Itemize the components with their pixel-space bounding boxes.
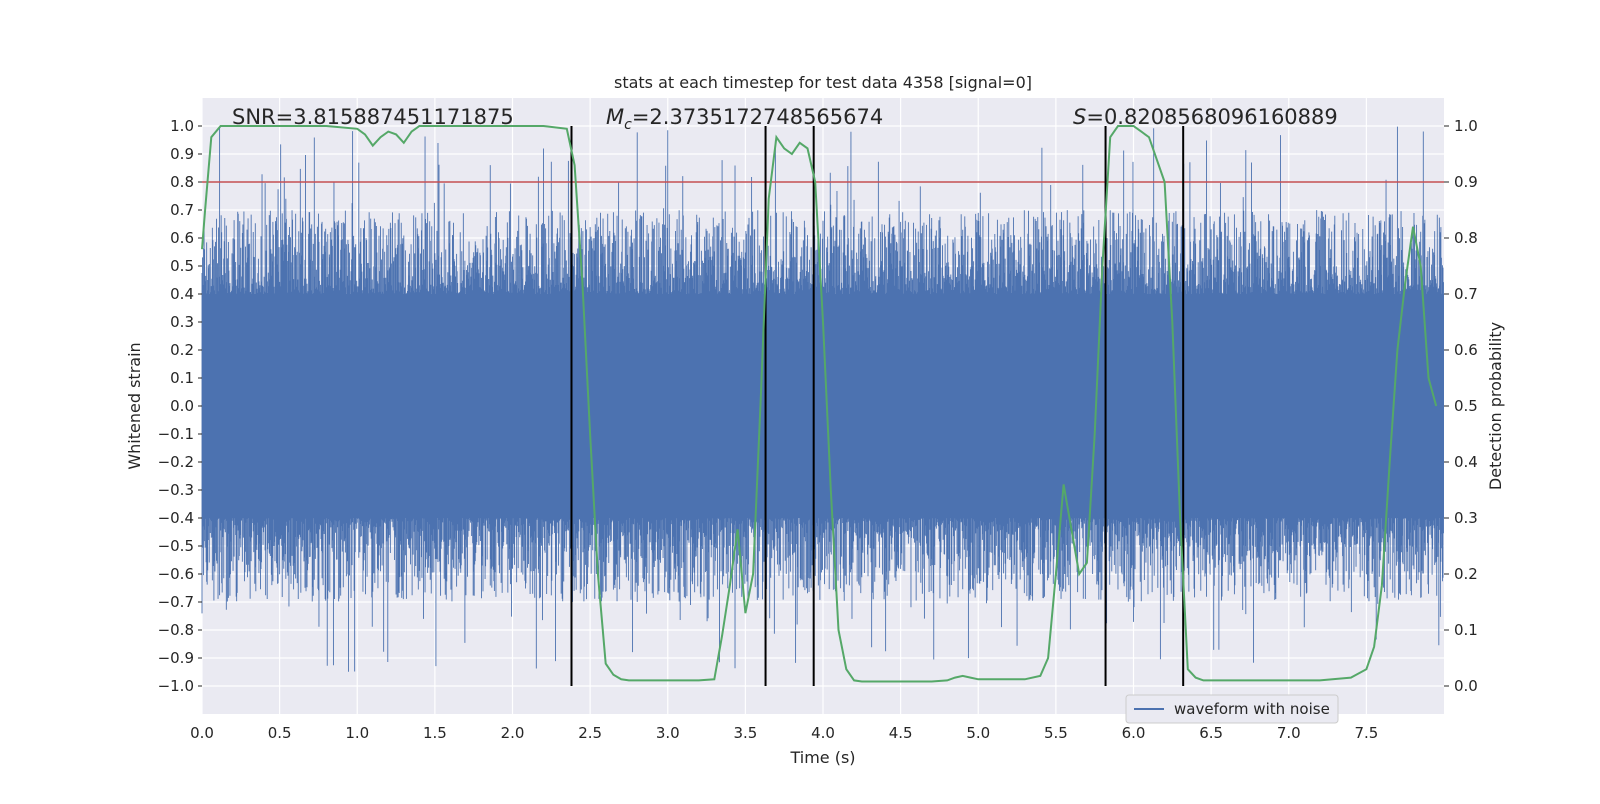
y-left-tick-label: 0.2 <box>170 341 194 359</box>
y-left-tick-label: 0.3 <box>170 313 194 331</box>
x-tick-label: 6.5 <box>1199 724 1223 742</box>
y-left-tick-label: −0.5 <box>158 537 194 555</box>
legend-box <box>1125 694 1339 724</box>
y-left-tick-label: 0.1 <box>170 369 194 387</box>
x-tick-label: 5.0 <box>966 724 990 742</box>
y-right-tick-label: 0.6 <box>1454 341 1478 359</box>
y-left-tick-label: −0.7 <box>158 593 194 611</box>
y-left-tick-label: 0.6 <box>170 229 194 247</box>
x-tick-label: 7.5 <box>1354 724 1378 742</box>
snr-annotation: SNR=3.815887451171875 <box>232 105 514 129</box>
x-tick-label: 3.0 <box>656 724 680 742</box>
x-tick-label: 2.0 <box>501 724 525 742</box>
mc-value: =2.3735172748565674 <box>632 105 883 129</box>
detection-probability-line <box>201 125 1438 683</box>
y-left-tick-label: 0.9 <box>170 145 194 163</box>
y-left-tick-label: 1.0 <box>170 117 194 135</box>
chart-title: stats at each timestep for test data 435… <box>614 73 1032 92</box>
s-value: =0.8208568096160889 <box>1086 105 1337 129</box>
y-left-tick-label: −0.4 <box>158 509 194 527</box>
x-tick-label: 4.5 <box>889 724 913 742</box>
y-left-tick-label: −1.0 <box>158 677 194 695</box>
y-left-tick-label: −0.6 <box>158 565 194 583</box>
y-left-tick-label: 0.4 <box>170 285 194 303</box>
y-right-tick-label: 0.2 <box>1454 565 1478 583</box>
y-right-tick-label: 0.7 <box>1454 285 1478 303</box>
y-axis-label-right: Detection probability <box>1486 322 1505 490</box>
y-left-tick-label: −0.9 <box>158 649 194 667</box>
x-axis-label: Time (s) <box>789 748 855 767</box>
y-right-tick-label: 0.0 <box>1454 677 1478 695</box>
y-left-tick-label: −0.3 <box>158 481 194 499</box>
x-tick-label: 6.0 <box>1122 724 1146 742</box>
x-tick-labels: 0.0 0.5 1.0 1.5 2.0 2.5 3.0 3.5 4.0 4.5 5.0 5.5 6.0 6… <box>190 724 1378 742</box>
y-left-tick-label: −0.1 <box>158 425 194 443</box>
x-tick-label: 4.0 <box>811 724 835 742</box>
y-left-tick-label: 0.7 <box>170 201 194 219</box>
x-tick-label: 0.5 <box>268 724 292 742</box>
y-left-tick-label: 0.0 <box>170 397 194 415</box>
x-tick-label: 3.5 <box>733 724 757 742</box>
mc-annotation: Mc=2.3735172748565674 <box>606 105 883 133</box>
x-tick-label: 5.5 <box>1044 724 1068 742</box>
y-axis-label-left: Whitened strain <box>125 342 144 469</box>
y-right-tick-label: 0.4 <box>1454 453 1478 471</box>
legend: waveform with noise <box>1125 694 1339 724</box>
x-tick-label: 7.0 <box>1277 724 1301 742</box>
s-symbol: S <box>1073 105 1086 129</box>
y-right-tick-label: 0.1 <box>1454 621 1478 639</box>
y-left-tick-label: 0.5 <box>170 257 194 275</box>
y-right-tick-label: 0.8 <box>1454 229 1478 247</box>
y-right-tick-label: 0.5 <box>1454 397 1478 415</box>
y-right-tick-label: 0.3 <box>1454 509 1478 527</box>
y-left-tick-label: −0.2 <box>158 453 194 471</box>
y-right-tick-label: 1.0 <box>1454 117 1478 135</box>
x-tick-label: 0.0 <box>190 724 214 742</box>
y-right-tick-labels: 1.0 0.9 0.8 0.7 0.6 0.5 0.4 0.3 0.2 0.1 0.0 <box>1444 117 1478 695</box>
x-tick-label: 1.5 <box>423 724 447 742</box>
y-left-tick-labels: 1.0 0.9 0.8 0.7 0.6 0.5 0.4 0.3 0.2 0.1 0.0 −0.1 −0.… <box>158 117 202 695</box>
legend-label: waveform with noise <box>1174 700 1330 718</box>
x-tick-label: 2.5 <box>578 724 602 742</box>
y-left-tick-label: 0.8 <box>170 173 194 191</box>
y-left-tick-label: −0.8 <box>158 621 194 639</box>
x-tick-label: 1.0 <box>345 724 369 742</box>
y-right-tick-label: 0.9 <box>1454 173 1478 191</box>
s-annotation: S=0.8208568096160889 <box>1073 105 1338 129</box>
